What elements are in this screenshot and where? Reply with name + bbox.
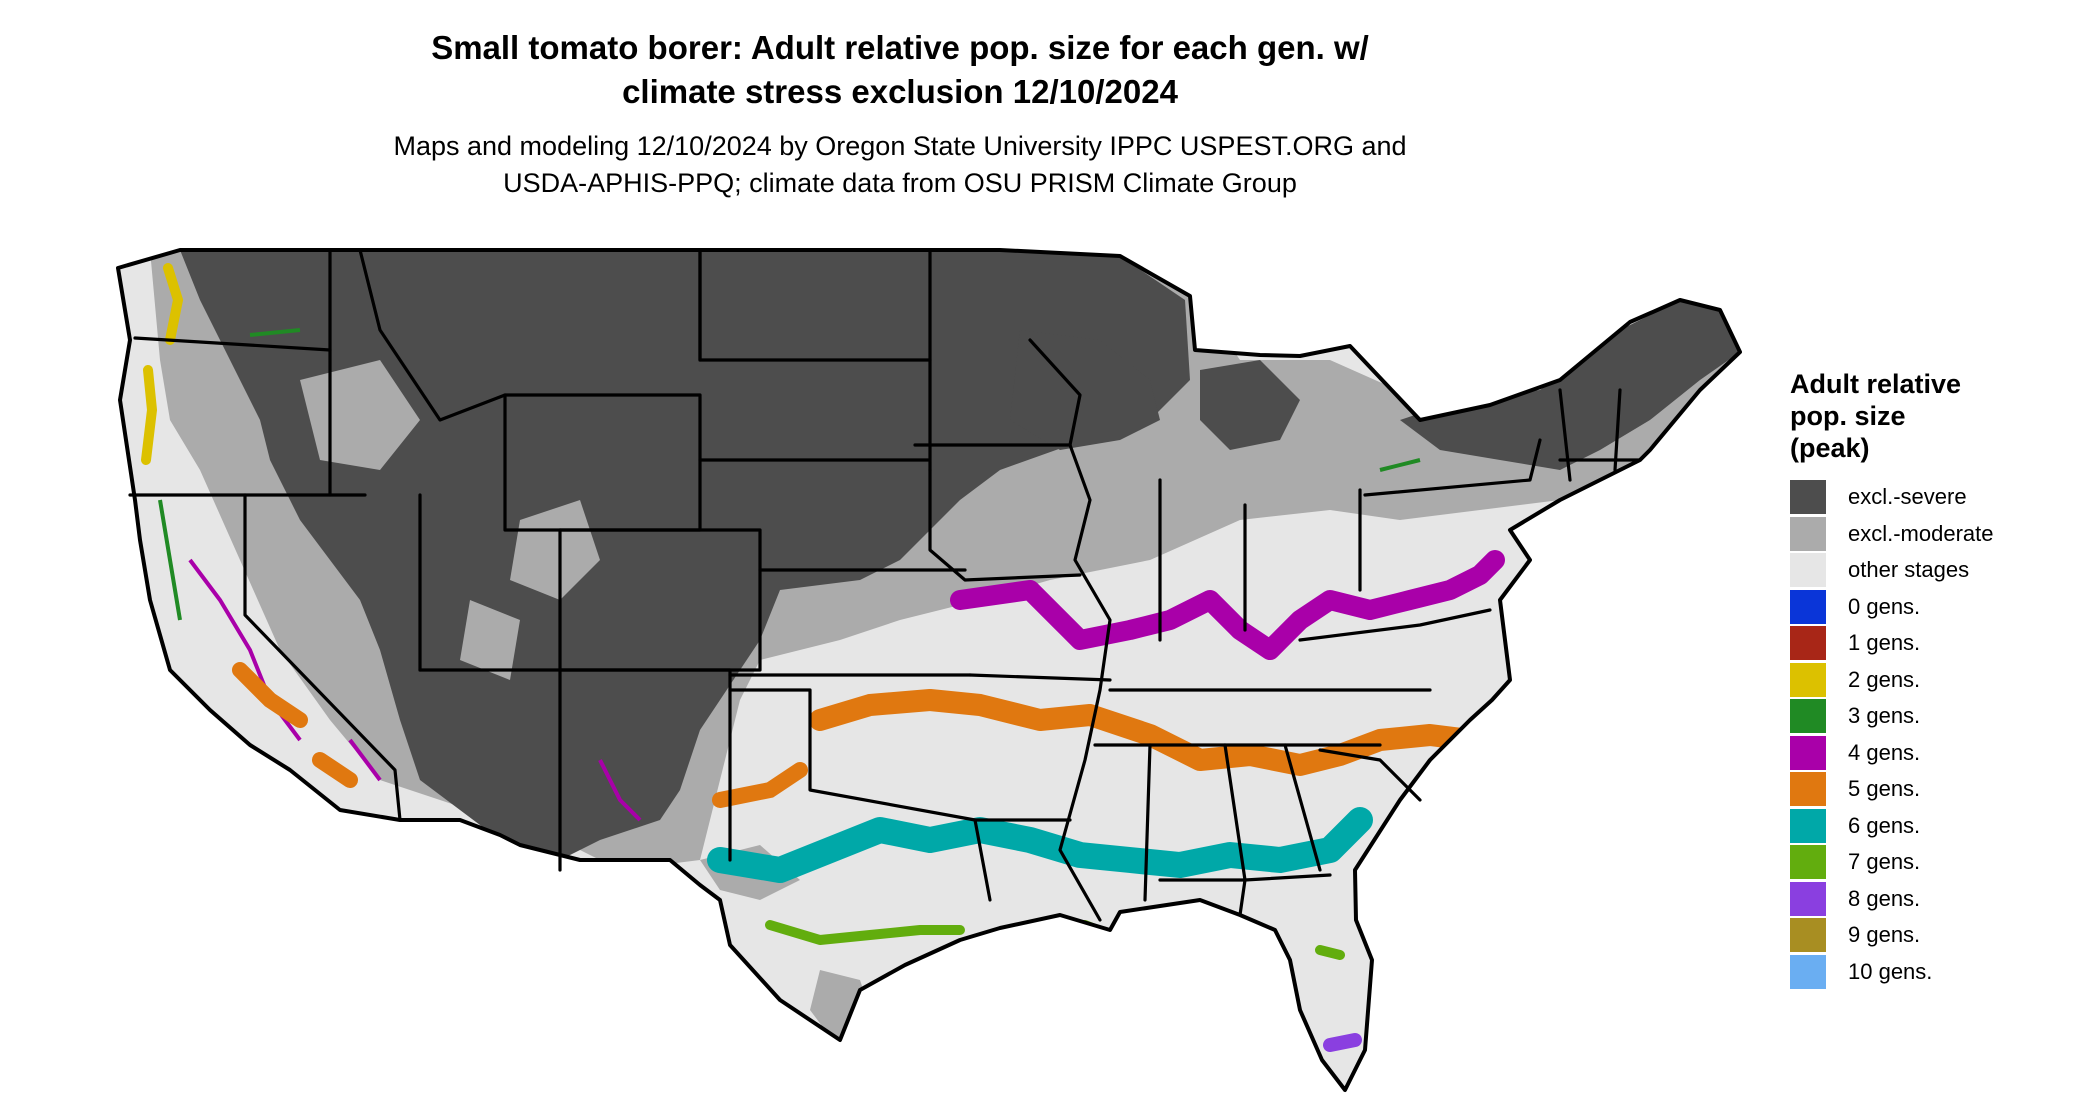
legend: Adult relative pop. size (peak) excl.-se…	[1790, 368, 2090, 989]
legend-swatch	[1790, 589, 1826, 624]
band-5-gens-texas	[712, 762, 808, 808]
mo-ar-border	[968, 673, 1112, 682]
region-fills	[118, 250, 1740, 1090]
legend-label: 0 gens.	[1848, 593, 1921, 619]
legend-item: 3 gens.	[1790, 697, 2090, 734]
ca-nv-border	[243, 493, 402, 822]
va-border	[1298, 608, 1492, 642]
ok-panhandle	[728, 688, 977, 822]
legend-swatch	[1790, 881, 1826, 916]
legend-item: 8 gens.	[1790, 880, 2090, 917]
dakota-border	[698, 248, 932, 472]
legend-label: excl.-moderate	[1848, 520, 1994, 546]
map-title: Small tomato borer: Adult relative pop. …	[300, 26, 1500, 114]
legend-swatch	[1790, 808, 1826, 843]
generation-bands	[141, 263, 1601, 1100]
wi-mi-border	[1028, 338, 1082, 447]
legend-swatch	[1790, 918, 1826, 952]
band-4-gens-midwest	[950, 550, 1505, 660]
legend-label: 10 gens.	[1848, 958, 1933, 984]
band-2-gens-pacific	[141, 263, 184, 465]
legend-label: 2 gens.	[1848, 666, 1921, 692]
legend-item: 0 gens.	[1790, 588, 2090, 625]
sc-nc-border	[1318, 748, 1422, 802]
title-line-2: climate stress exclusion 12/10/2024	[622, 73, 1178, 110]
band-6-gens-gulf	[707, 807, 1373, 883]
excl-severe-northeast	[1400, 300, 1740, 470]
legend-item: 6 gens.	[1790, 807, 2090, 844]
subtitle-line-2: USDA-APHIS-PPQ; climate data from OSU PR…	[503, 168, 1297, 198]
legend-title-line: pop. size	[1790, 401, 1906, 431]
legend-item: other stages	[1790, 551, 2090, 588]
iowa-mo-border	[928, 468, 1082, 582]
legend-item: 7 gens.	[1790, 843, 2090, 880]
legend-swatch	[1790, 699, 1826, 733]
wa-or-border	[133, 336, 332, 352]
legend-label: 6 gens.	[1848, 812, 1921, 838]
band-5-gens-south	[809, 689, 1511, 776]
legend-title-line: Adult relative	[1790, 369, 1962, 399]
la-tx-border	[973, 818, 992, 902]
ny-ne-border	[1558, 388, 1642, 482]
legend-label: excl.-severe	[1848, 484, 1967, 509]
legend-item: 4 gens.	[1790, 734, 2090, 771]
legend-label: 5 gens.	[1848, 776, 1921, 801]
mississippi-river	[1058, 443, 1112, 922]
map-subtitle: Maps and modeling 12/10/2024 by Oregon S…	[300, 128, 1500, 202]
legend-item: excl.-moderate	[1790, 515, 2090, 552]
legend-title-line: (peak)	[1790, 433, 1870, 463]
band-5-gens-california	[232, 662, 358, 788]
title-line-1: Small tomato borer: Adult relative pop. …	[431, 29, 1369, 66]
band-3-gens-pacific	[158, 328, 1601, 621]
legend-swatch	[1790, 516, 1826, 551]
legend-swatch	[1790, 735, 1826, 770]
legend-label: 8 gens.	[1848, 885, 1921, 911]
us-outline	[116, 248, 1742, 1092]
pa-ny-border	[1363, 438, 1542, 497]
band-9-gens-keys	[1300, 1095, 1340, 1100]
subtitle-line-1: Maps and modeling 12/10/2024 by Oregon S…	[393, 131, 1407, 161]
light-patches-west	[300, 360, 600, 680]
legend-swatch	[1790, 772, 1826, 806]
excl-moderate-region-gulf	[700, 845, 880, 1050]
legend-label: 9 gens.	[1848, 922, 1921, 947]
legend-swatch	[1790, 954, 1826, 989]
legend-item: 9 gens.	[1790, 916, 2090, 953]
legend-label: 7 gens.	[1848, 849, 1921, 874]
fl-border	[1158, 873, 1332, 882]
legend-swatch	[1790, 662, 1826, 697]
excl-severe-region	[180, 250, 1190, 860]
legend-item: 2 gens.	[1790, 661, 2090, 698]
legend-swatch	[1790, 480, 1826, 514]
legend-item: 5 gens.	[1790, 770, 2090, 807]
legend-label: other stages	[1848, 557, 1970, 582]
legend-swatch	[1790, 845, 1826, 879]
legend-item: 1 gens.	[1790, 624, 2090, 661]
legend-swatch	[1790, 553, 1826, 587]
idaho-mt-border	[358, 248, 507, 422]
state-borders	[116, 248, 1742, 1092]
legend-swatch	[1790, 626, 1826, 660]
legend-item: 10 gens.	[1790, 953, 2090, 990]
legend-item: excl.-severe	[1790, 478, 2090, 515]
nm-tx-border	[558, 668, 732, 862]
legend-items: excl.-severe excl.-moderate other stages 0 …	[1790, 478, 2090, 989]
ga-border	[1283, 743, 1322, 872]
band-8-gens-florida	[853, 1033, 1362, 1057]
legend-label: 1 gens.	[1848, 630, 1921, 655]
legend-title: Adult relative pop. size (peak)	[1790, 368, 2090, 464]
legend-label: 3 gens.	[1848, 703, 1921, 728]
excl-severe-great-lakes	[1010, 330, 1300, 450]
legend-label: 4 gens.	[1848, 739, 1921, 765]
